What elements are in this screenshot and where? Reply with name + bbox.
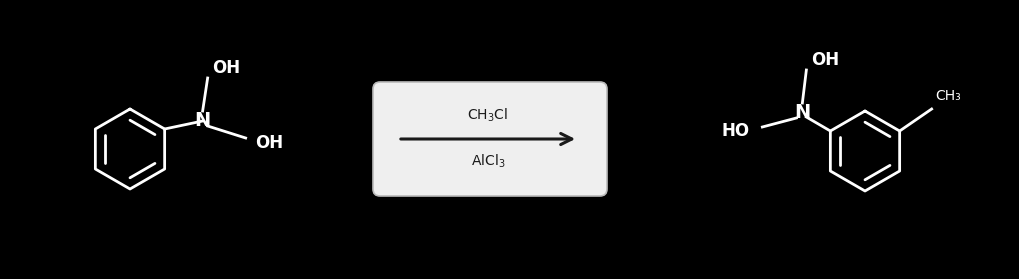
Text: CH$_3$Cl: CH$_3$Cl bbox=[467, 107, 508, 124]
Text: OH: OH bbox=[212, 59, 240, 77]
Text: N: N bbox=[195, 112, 211, 131]
Text: N: N bbox=[794, 104, 810, 122]
Text: OH: OH bbox=[256, 134, 283, 152]
Text: AlCl$_3$: AlCl$_3$ bbox=[471, 153, 504, 170]
Text: CH₃: CH₃ bbox=[934, 89, 961, 103]
Text: OH: OH bbox=[810, 51, 839, 69]
Text: HO: HO bbox=[720, 122, 749, 140]
FancyBboxPatch shape bbox=[373, 82, 606, 196]
